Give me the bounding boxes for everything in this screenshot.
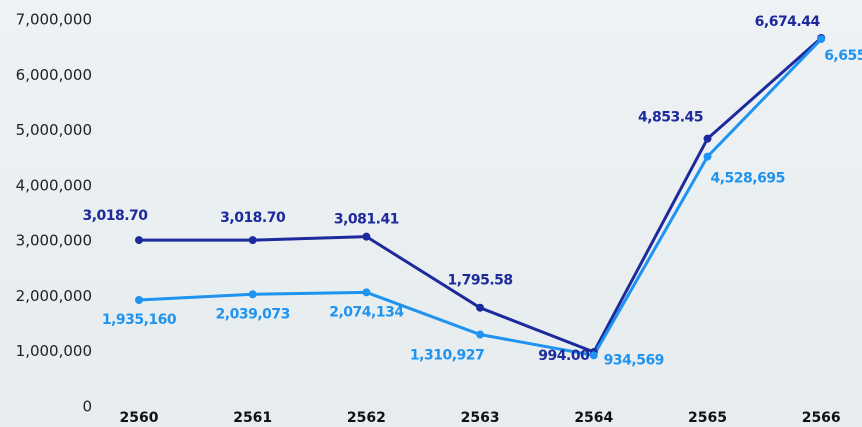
point <box>135 296 143 305</box>
value-label: 2,074,134 <box>329 304 404 320</box>
value-label: 1,310,927 <box>410 348 484 364</box>
point <box>817 35 826 44</box>
point <box>476 330 485 339</box>
value-label: 6,655 <box>824 48 862 64</box>
value-label: 3,018.70 <box>220 210 286 226</box>
point <box>362 288 371 297</box>
y-tick-label: 2,000,000 <box>16 287 92 305</box>
value-label: 4,528,695 <box>711 171 785 187</box>
x-tick-label: 2560 <box>120 410 159 426</box>
y-tick-label: 0 <box>82 398 92 416</box>
point <box>703 134 712 143</box>
value-label: 3,018.70 <box>82 208 148 224</box>
y-tick-label: 5,000,000 <box>16 121 92 139</box>
x-tick-label: 2562 <box>347 410 386 426</box>
y-tick-label: 1,000,000 <box>16 342 92 360</box>
x-tick-label: 2564 <box>574 410 613 426</box>
value-label: 994.00 <box>538 348 590 364</box>
point <box>589 351 598 360</box>
point <box>703 152 712 161</box>
value-label: 934,569 <box>604 352 664 368</box>
point <box>248 290 257 299</box>
x-tick-label: 2566 <box>802 410 841 426</box>
x-tick-label: 2561 <box>233 410 272 426</box>
value-label: 1,935,160 <box>102 312 177 328</box>
y-tick-label: 3,000,000 <box>16 232 92 250</box>
point <box>135 236 143 245</box>
value-label: 4,853.45 <box>638 110 703 126</box>
value-label: 1,795.58 <box>448 273 513 289</box>
point <box>248 236 257 245</box>
value-label: 3,081.41 <box>334 212 399 228</box>
x-tick-label: 2565 <box>688 410 727 426</box>
y-tick-label: 4,000,000 <box>16 176 92 194</box>
point <box>362 232 371 241</box>
x-tick-label: 2563 <box>461 410 500 426</box>
value-label: 6,674.44 <box>755 14 821 30</box>
y-tick-label: 6,000,000 <box>16 66 92 84</box>
point <box>476 303 485 312</box>
value-label: 2,039,073 <box>216 306 290 322</box>
y-tick-label: 7,000,000 <box>16 11 92 29</box>
